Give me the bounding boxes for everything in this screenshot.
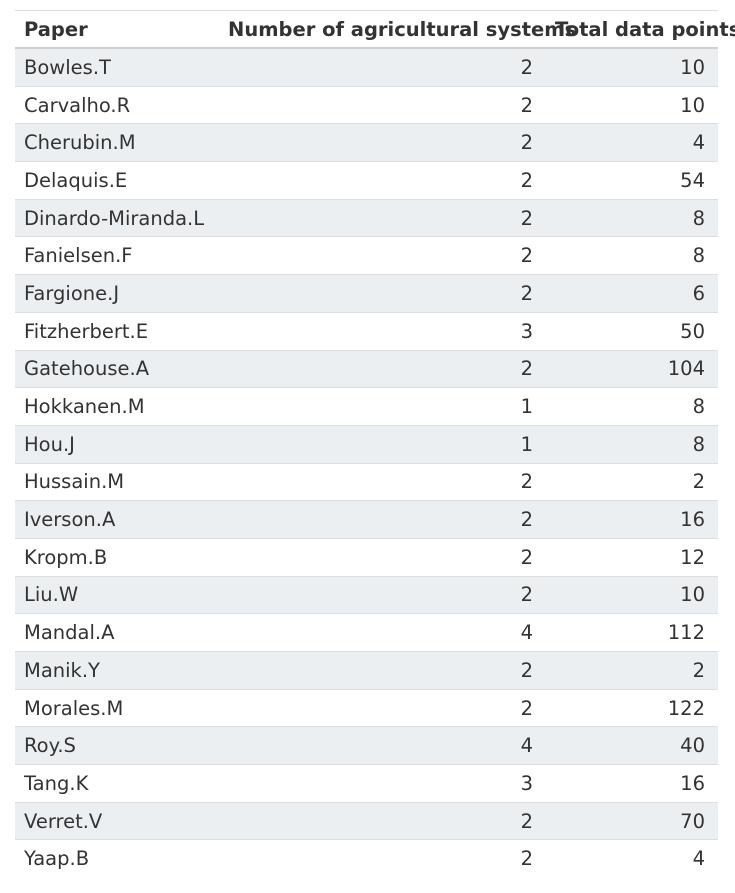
header-row: Paper Number of agricultural systems Tot…: [15, 10, 735, 49]
total-data-points-cell: 2: [546, 651, 718, 690]
agricultural-systems-cell: 2: [219, 500, 546, 539]
paper-cell: Fanielsen.F: [15, 236, 219, 275]
table-row: Bowles.T 2 10: [15, 47, 718, 87]
agricultural-systems-cell: 4: [219, 613, 546, 652]
total-data-points-cell: 8: [546, 198, 718, 237]
data-table-container: Paper Number of agricultural systems Tot…: [15, 10, 735, 878]
papers-table: Paper Number of agricultural systems Tot…: [15, 10, 735, 878]
total-data-points-cell: 4: [546, 123, 718, 162]
agricultural-systems-cell: 2: [219, 537, 546, 577]
agricultural-systems-cell: 1: [219, 387, 546, 426]
paper-cell: Hou.J: [15, 424, 219, 464]
paper-cell: Tang.K: [15, 764, 219, 803]
table-row: Cherubin.M 2 4: [15, 123, 718, 162]
table-row: Delaquis.E 2 54: [15, 161, 718, 200]
table-header: Paper Number of agricultural systems Tot…: [15, 10, 735, 49]
table-row: Yaap.B 2 4: [15, 839, 718, 878]
paper-cell: Roy.S: [15, 726, 219, 765]
agricultural-systems-cell: 2: [219, 801, 546, 840]
table-row: Fargione.J 2 6: [15, 274, 718, 313]
paper-cell: Dinardo-Miranda.L: [15, 198, 219, 237]
paper-cell: Delaquis.E: [15, 161, 219, 200]
agricultural-systems-cell: 2: [219, 274, 546, 313]
agricultural-systems-cell: 2: [219, 198, 546, 237]
total-data-points-cell: 10: [546, 47, 718, 87]
total-data-points-cell: 4: [546, 839, 718, 878]
agricultural-systems-cell: 2: [219, 575, 546, 614]
paper-cell: Cherubin.M: [15, 123, 219, 162]
total-data-points-cell: 40: [546, 726, 718, 765]
paper-cell: Iverson.A: [15, 500, 219, 539]
header-total-data-points: Total data points: [546, 10, 735, 49]
total-data-points-cell: 104: [546, 349, 718, 388]
agricultural-systems-cell: 3: [219, 764, 546, 803]
agricultural-systems-cell: 2: [219, 161, 546, 200]
table-row: Fitzherbert.E 3 50: [15, 311, 718, 350]
table-row: Hou.J 1 8: [15, 424, 718, 464]
agricultural-systems-cell: 2: [219, 349, 546, 388]
table-row: Kropm.B 2 12: [15, 537, 718, 577]
table-row: Fanielsen.F 2 8: [15, 236, 718, 275]
total-data-points-cell: 112: [546, 613, 718, 652]
total-data-points-cell: 12: [546, 537, 718, 577]
total-data-points-cell: 50: [546, 311, 718, 350]
table-row: Iverson.A 2 16: [15, 500, 718, 539]
table-row: Roy.S 4 40: [15, 726, 718, 765]
table-row: Morales.M 2 122: [15, 688, 718, 727]
paper-cell: Morales.M: [15, 688, 219, 727]
table-row: Hussain.M 2 2: [15, 462, 718, 501]
paper-cell: Liu.W: [15, 575, 219, 614]
paper-cell: Verret.V: [15, 801, 219, 840]
table-row: Hokkanen.M 1 8: [15, 387, 718, 426]
paper-cell: Bowles.T: [15, 47, 219, 87]
agricultural-systems-cell: 2: [219, 651, 546, 690]
paper-cell: Carvalho.R: [15, 85, 219, 124]
paper-cell: Fargione.J: [15, 274, 219, 313]
table-body: Bowles.T 2 10 Carvalho.R 2 10 Cherubin.M 2 4 Dela…: [15, 47, 718, 878]
total-data-points-cell: 10: [546, 85, 718, 124]
paper-cell: Fitzherbert.E: [15, 311, 219, 350]
agricultural-systems-cell: 2: [219, 839, 546, 878]
header-paper: Paper: [15, 10, 219, 49]
total-data-points-cell: 8: [546, 424, 718, 464]
table-row: Carvalho.R 2 10: [15, 85, 718, 124]
table-row: Tang.K 3 16: [15, 764, 718, 803]
table-row: Manik.Y 2 2: [15, 651, 718, 690]
total-data-points-cell: 8: [546, 236, 718, 275]
paper-cell: Yaap.B: [15, 839, 219, 878]
agricultural-systems-cell: 2: [219, 47, 546, 87]
paper-cell: Hokkanen.M: [15, 387, 219, 426]
header-agricultural-systems: Number of agricultural systems: [219, 10, 576, 49]
total-data-points-cell: 2: [546, 462, 718, 501]
paper-cell: Manik.Y: [15, 651, 219, 690]
total-data-points-cell: 16: [546, 500, 718, 539]
total-data-points-cell: 10: [546, 575, 718, 614]
total-data-points-cell: 70: [546, 801, 718, 840]
paper-cell: Mandal.A: [15, 613, 219, 652]
total-data-points-cell: 16: [546, 764, 718, 803]
table-row: Dinardo-Miranda.L 2 8: [15, 198, 718, 237]
table-row: Liu.W 2 10: [15, 575, 718, 614]
agricultural-systems-cell: 2: [219, 462, 546, 501]
agricultural-systems-cell: 1: [219, 424, 546, 464]
total-data-points-cell: 122: [546, 688, 718, 727]
paper-cell: Kropm.B: [15, 537, 219, 577]
total-data-points-cell: 6: [546, 274, 718, 313]
total-data-points-cell: 54: [546, 161, 718, 200]
table-row: Verret.V 2 70: [15, 801, 718, 840]
table-row: Mandal.A 4 112: [15, 613, 718, 652]
agricultural-systems-cell: 2: [219, 688, 546, 727]
paper-cell: Gatehouse.A: [15, 349, 219, 388]
agricultural-systems-cell: 3: [219, 311, 546, 350]
table-row: Gatehouse.A 2 104: [15, 349, 718, 388]
total-data-points-cell: 8: [546, 387, 718, 426]
agricultural-systems-cell: 2: [219, 85, 546, 124]
agricultural-systems-cell: 2: [219, 123, 546, 162]
agricultural-systems-cell: 4: [219, 726, 546, 765]
paper-cell: Hussain.M: [15, 462, 219, 501]
agricultural-systems-cell: 2: [219, 236, 546, 275]
